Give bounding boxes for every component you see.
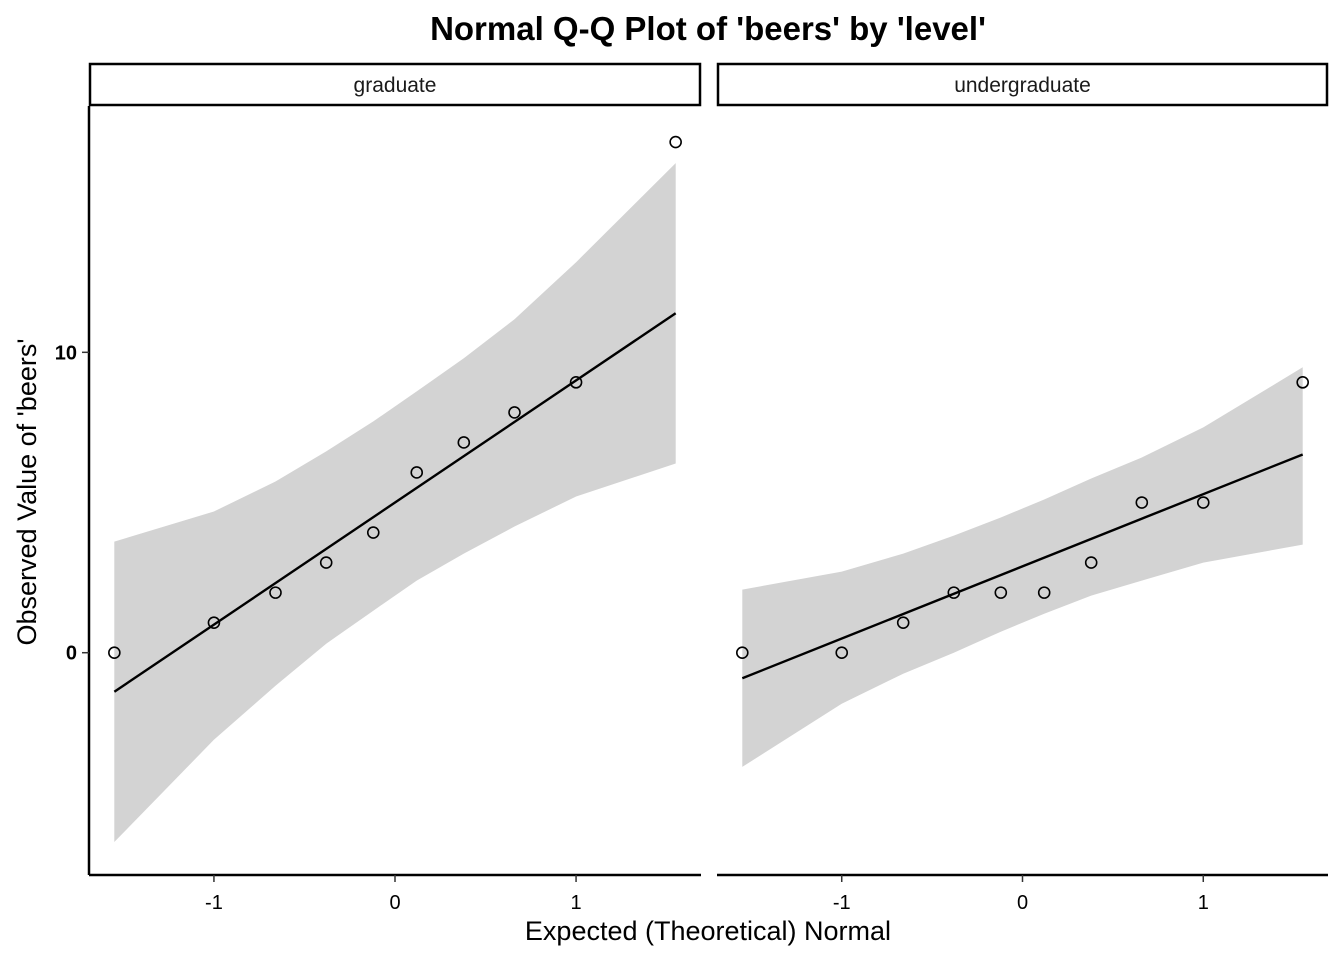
y-axis-label: Observed Value of 'beers' bbox=[12, 339, 42, 646]
data-point bbox=[994, 586, 1008, 599]
reference-line bbox=[741, 453, 1304, 680]
data-point bbox=[947, 586, 961, 599]
x-tick-label: 0 bbox=[389, 892, 400, 914]
y-tick-label: 0 bbox=[66, 643, 77, 665]
data-point bbox=[207, 616, 221, 629]
data-point bbox=[1037, 586, 1051, 599]
data-point bbox=[366, 526, 380, 539]
data-point bbox=[508, 406, 521, 419]
data-point bbox=[669, 135, 682, 149]
facet-strip bbox=[716, 62, 1329, 107]
data-point bbox=[319, 556, 333, 569]
reference-line bbox=[113, 312, 677, 693]
data-point bbox=[569, 376, 583, 389]
data-point bbox=[410, 466, 424, 479]
data-point bbox=[1135, 496, 1149, 509]
facet-strip bbox=[88, 62, 702, 107]
x-tick-label: 1 bbox=[1198, 892, 1209, 914]
x-tick-label: 0 bbox=[1017, 892, 1028, 914]
x-axis-label: Expected (Theoretical) Normal bbox=[525, 916, 891, 946]
x-tick-label: 1 bbox=[571, 892, 582, 914]
chart-title: Normal Q-Q Plot of 'beers' by 'level' bbox=[430, 10, 986, 47]
x-tick-label: -1 bbox=[833, 892, 851, 914]
facet-strip-label: graduate bbox=[354, 74, 437, 97]
facet-panel-undergraduate: undergraduate -1 0 1 bbox=[716, 62, 1329, 914]
y-tick-label: 10 bbox=[55, 342, 77, 364]
data-point bbox=[1196, 496, 1210, 509]
data-point bbox=[736, 646, 749, 660]
data-point bbox=[1084, 556, 1098, 569]
data-point bbox=[108, 646, 121, 660]
data-point bbox=[457, 436, 471, 449]
data-point bbox=[835, 646, 849, 660]
data-point bbox=[269, 586, 282, 599]
x-tick-label: -1 bbox=[205, 892, 223, 914]
facet-strip-label: undergraduate bbox=[954, 74, 1091, 97]
data-point bbox=[896, 616, 910, 629]
data-point bbox=[1296, 376, 1309, 389]
